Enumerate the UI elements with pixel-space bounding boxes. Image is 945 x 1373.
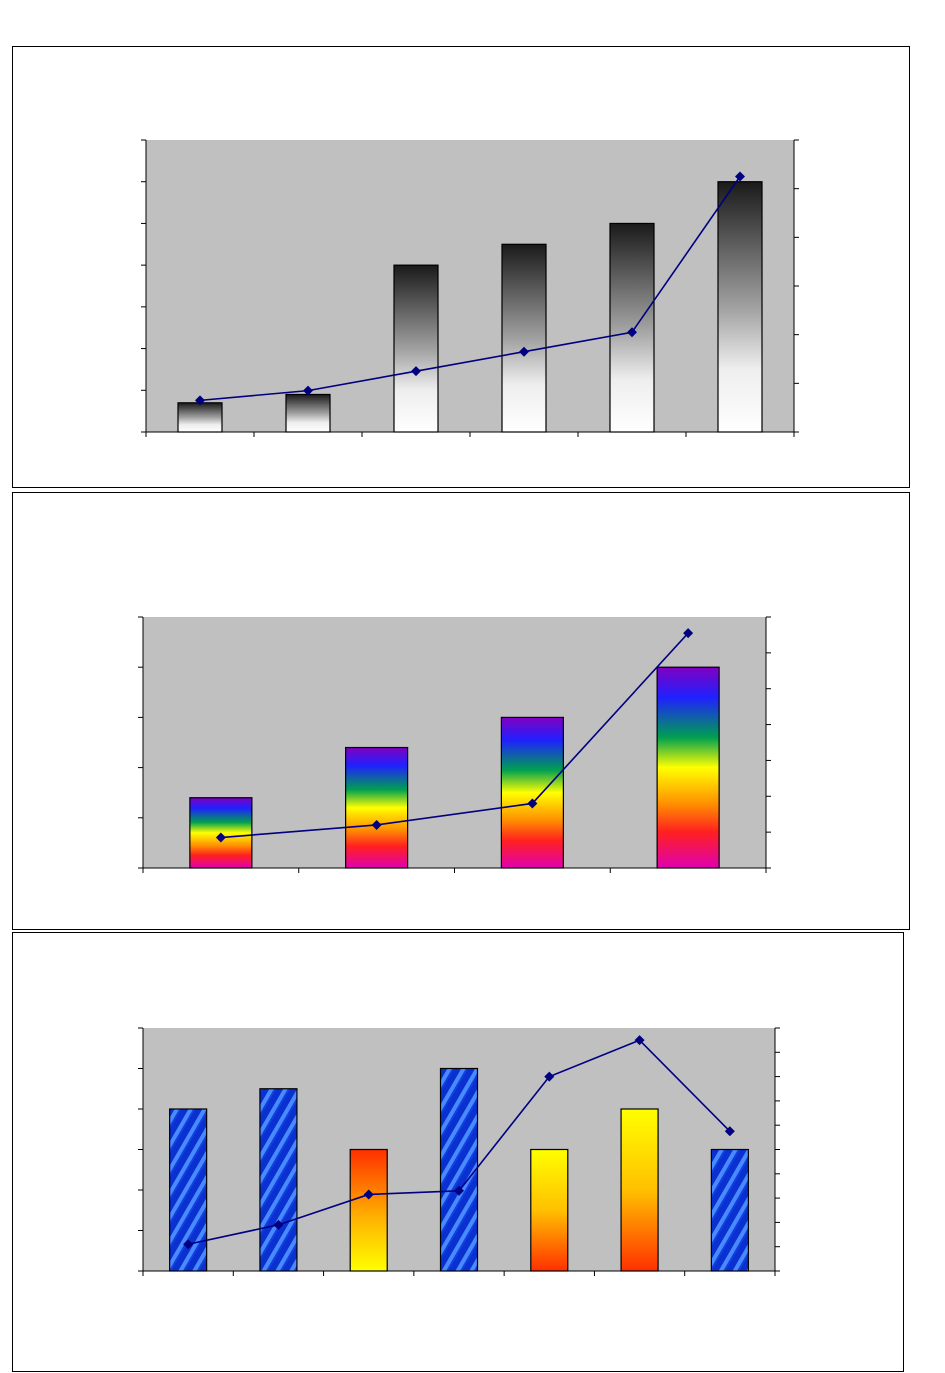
line-point [183,1239,194,1250]
line-point [411,366,421,377]
series-line [220,632,689,839]
line-point [215,832,226,843]
line-point [627,327,637,338]
line-point [303,385,313,396]
chart-3-svg [138,1027,780,1276]
bar [285,393,331,433]
plot-area [146,140,794,432]
line-point [634,1035,645,1046]
series-line [199,176,741,402]
chart-panel-2 [12,492,910,930]
chart-1-svg [141,139,799,437]
bar [349,1148,388,1272]
line-point [735,171,745,182]
line-point [363,1189,374,1200]
bar [717,181,763,433]
bar [501,243,547,433]
line-point [544,1071,555,1082]
bar [656,666,720,869]
bar [259,1088,298,1272]
bar [439,1067,479,1272]
bar [710,1148,749,1272]
chart-panel-3 [12,932,904,1372]
line-point [724,1126,735,1137]
bar [345,746,409,869]
bar [393,264,439,433]
line-point [519,346,529,357]
line-point [683,628,694,639]
bar [500,716,564,869]
line-point [527,798,538,809]
bar [620,1108,659,1272]
line-point [195,395,205,406]
chart-2-svg [138,616,771,873]
bar [530,1148,569,1272]
line-point [273,1219,284,1230]
line-point [454,1185,464,1196]
bar [177,402,223,433]
line-point [371,819,382,830]
chart-panel-1 [12,46,910,488]
